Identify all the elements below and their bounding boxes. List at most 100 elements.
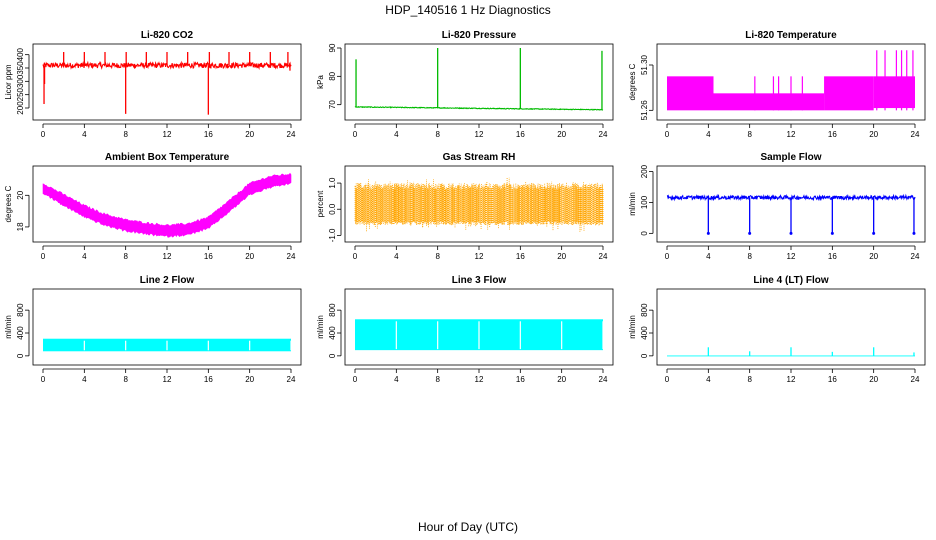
y-tick-label-0: 0 <box>16 353 25 358</box>
x-tick-label-3: 12 <box>475 130 484 139</box>
y-tick-label-0: 0 <box>640 231 649 236</box>
y-tick-label-2: 800 <box>640 303 649 317</box>
x-tick-label-0: 0 <box>353 130 358 139</box>
x-tick-label-6: 24 <box>911 130 920 139</box>
y-axis: 70 80 90 <box>328 43 342 109</box>
x-tick-label-1: 4 <box>706 375 711 384</box>
y-tick-label-1: 400 <box>16 326 25 340</box>
x-tick-label-0: 0 <box>665 130 670 139</box>
dip-point-3 <box>830 231 834 235</box>
x-tick-label-5: 20 <box>245 375 254 384</box>
x-tick-label-6: 24 <box>287 252 296 261</box>
panel-licor_temp: Li-820 Temperature 0 4 8 12 16 20 24 51.26 51.30d… <box>628 30 926 139</box>
x-tick-label-5: 20 <box>557 252 566 261</box>
x-tick-label-2: 8 <box>747 375 752 384</box>
y-tick-label-0: 200 <box>16 101 25 115</box>
x-tick-label-3: 12 <box>163 375 172 384</box>
x-tick-label-6: 24 <box>599 375 608 384</box>
y-tick-label-1: 20 <box>16 190 25 199</box>
series-rh <box>354 177 604 232</box>
x-tick-label-2: 8 <box>435 252 440 261</box>
x-tick-label-1: 4 <box>82 130 87 139</box>
series-line3 <box>355 319 604 351</box>
y-tick-label-2: 1.0 <box>328 177 337 189</box>
x-tick-label-4: 16 <box>828 130 837 139</box>
rh-noise <box>354 177 604 232</box>
plot-frame <box>344 288 614 366</box>
series-pressure <box>354 48 604 111</box>
x-tick-label-4: 16 <box>204 375 213 384</box>
figure-xlabel: Hour of Day (UTC) <box>418 520 518 534</box>
y-tick-label-0: 0 <box>328 353 337 358</box>
x-tick-label-3: 12 <box>475 252 484 261</box>
panel-title: Li-820 Pressure <box>442 30 517 41</box>
x-tick-label-4: 16 <box>828 252 837 261</box>
panel-title: Li-820 Temperature <box>745 30 837 41</box>
y-tick-label-0: 51.26 <box>640 100 649 121</box>
y-axis-label: ml/min <box>628 315 637 339</box>
series-licor_temp <box>667 50 915 111</box>
y-axis-label: ml/min <box>316 315 325 339</box>
y-tick-label-1: 400 <box>328 326 337 340</box>
x-tick-label-5: 20 <box>245 252 254 261</box>
y-tick-label-4: 400 <box>16 47 25 61</box>
x-tick-label-4: 16 <box>516 252 525 261</box>
x-tick-label-2: 8 <box>123 375 128 384</box>
plot-frame <box>656 288 926 366</box>
y-tick-label-2: 800 <box>328 303 337 317</box>
x-tick-label-0: 0 <box>353 252 358 261</box>
x-tick-label-6: 24 <box>599 252 608 261</box>
x-tick-label-5: 20 <box>869 130 878 139</box>
y-tick-label-0: 70 <box>328 100 337 109</box>
x-tick-label-6: 24 <box>911 375 920 384</box>
y-axis: 0 100 200 <box>640 164 654 236</box>
x-tick-label-6: 24 <box>599 130 608 139</box>
plot-frame <box>32 43 302 121</box>
y-axis: 0 400 800 <box>640 303 654 358</box>
panel-rh: Gas Stream RH 0 4 8 12 16 20 24 -1.0 0.0 1.0percen… <box>316 152 614 261</box>
y-axis: 0 400 800 <box>16 303 30 358</box>
y-axis-label: ml/min <box>4 315 13 339</box>
x-tick-label-4: 16 <box>516 375 525 384</box>
x-axis: 0 4 8 12 16 20 24 <box>41 123 296 139</box>
plot-frame <box>656 165 926 243</box>
y-tick-label-1: 80 <box>328 71 337 80</box>
x-axis: 0 4 8 12 16 20 24 <box>665 245 920 261</box>
segment-0 <box>667 76 714 111</box>
dip-point-5 <box>912 231 916 235</box>
plot-frame <box>32 165 302 243</box>
x-tick-label-1: 4 <box>82 375 87 384</box>
x-tick-label-6: 24 <box>287 130 296 139</box>
dip-point-2 <box>789 231 793 235</box>
y-axis: 0 400 800 <box>328 303 342 358</box>
panel-title: Line 4 (LT) Flow <box>753 275 829 286</box>
x-axis: 0 4 8 12 16 20 24 <box>353 123 608 139</box>
series-line2 <box>43 338 292 352</box>
y-axis-label: percent <box>316 190 325 217</box>
figure-title: HDP_140516 1 Hz Diagnostics <box>385 3 550 17</box>
x-tick-label-4: 16 <box>204 130 213 139</box>
y-axis-label: degrees C <box>628 63 637 100</box>
y-axis-label: Licor ppm <box>4 64 13 99</box>
temperature-band <box>42 172 292 238</box>
x-tick-label-2: 8 <box>123 130 128 139</box>
x-tick-label-4: 16 <box>516 130 525 139</box>
x-tick-label-1: 4 <box>394 375 399 384</box>
panel-pressure: Li-820 Pressure 0 4 8 12 16 20 24 70 80 90 kPa <box>316 30 614 139</box>
y-tick-label-3: 350 <box>16 61 25 75</box>
panel-title: Ambient Box Temperature <box>105 152 230 163</box>
y-axis-label: ml/min <box>628 192 637 216</box>
series-box_temp <box>42 172 292 238</box>
series-line <box>354 105 604 111</box>
x-axis: 0 4 8 12 16 20 24 <box>41 368 296 384</box>
x-tick-label-2: 8 <box>747 252 752 261</box>
x-tick-label-3: 12 <box>163 252 172 261</box>
y-axis: -1.0 0.0 1.0 <box>328 177 342 242</box>
x-tick-label-0: 0 <box>41 375 46 384</box>
series-co2 <box>42 52 292 115</box>
x-tick-label-2: 8 <box>123 252 128 261</box>
